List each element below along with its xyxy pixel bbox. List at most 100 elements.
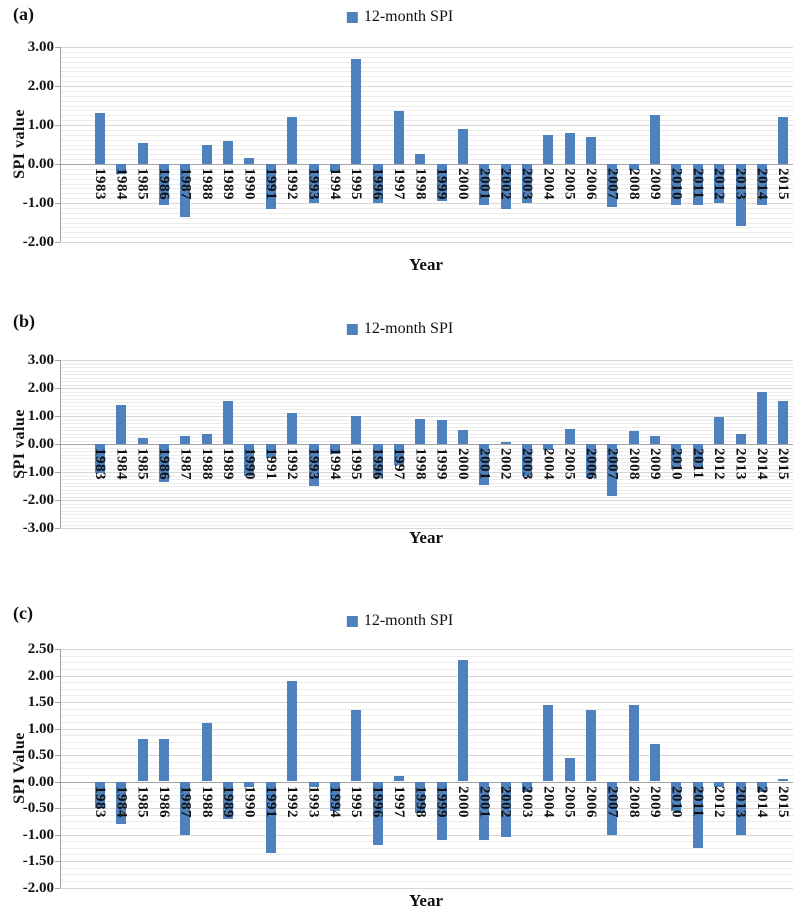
minor-gridline: [60, 715, 793, 717]
bar-2003: [522, 164, 532, 203]
x-tick-label-1998: 1998: [412, 448, 429, 480]
x-tick-label-2007: 2007: [604, 785, 621, 818]
bar-2008: [628, 164, 639, 170]
bar-2006: [586, 136, 597, 164]
minor-gridline: [60, 105, 793, 107]
minor-gridline: [60, 395, 793, 396]
x-tick-label-2012: 2012: [711, 448, 728, 480]
bar-1989: [223, 781, 234, 819]
legend-c: 12-month SPI: [346, 612, 453, 630]
bar-1986: [159, 444, 170, 482]
minor-gridline: [60, 788, 793, 790]
x-tick-label-2002: 2002: [497, 168, 514, 200]
y-axis-title-c: SPI Value: [11, 732, 28, 804]
minor-gridline: [60, 149, 793, 151]
major-gridline: [60, 360, 793, 361]
y-tick-label: 1.00: [27, 117, 54, 133]
x-tick-label-1999: 1999: [433, 785, 450, 818]
x-tick-label-2009: 2009: [647, 448, 664, 480]
minor-gridline: [60, 188, 793, 190]
bar-2013: [735, 434, 746, 444]
major-gridline: [60, 416, 793, 417]
bar-2004: [543, 444, 554, 450]
minor-gridline: [60, 447, 793, 449]
minor-gridline: [60, 412, 793, 414]
x-tick-label-1988: 1988: [198, 448, 215, 480]
major-gridline: [60, 472, 793, 473]
y-tick-label: 1.00: [27, 720, 54, 737]
minor-gridline: [60, 198, 793, 200]
major-gridline: [60, 203, 793, 204]
bar-1997: [393, 111, 404, 164]
x-tick-label-1985: 1985: [134, 448, 151, 480]
minor-gridline: [60, 521, 793, 522]
bar-1992: [287, 117, 298, 164]
minor-gridline: [60, 90, 793, 92]
x-tick-label-1995: 1995: [348, 448, 365, 480]
minor-gridline: [60, 517, 793, 519]
minor-gridline: [60, 430, 793, 431]
x-tick-label-1991: 1991: [262, 168, 279, 200]
x-tick-label-1997: 1997: [390, 785, 407, 818]
minor-gridline: [60, 874, 793, 876]
bar-2000: [457, 430, 468, 444]
bar-2005: [564, 132, 575, 164]
x-axis-title-c: Year: [409, 891, 443, 910]
bar-1986: [159, 739, 170, 782]
bar-1999: [436, 164, 447, 202]
y-axis-tick: [55, 528, 60, 529]
bar-1991: [265, 444, 276, 458]
bar-2011: [692, 781, 703, 848]
x-axis-title-b: Year: [409, 528, 443, 547]
x-tick-label-2013: 2013: [732, 785, 749, 818]
x-tick-label-2001: 2001: [476, 448, 493, 480]
bar-1996: [372, 444, 383, 478]
x-tick-label-2008: 2008: [625, 448, 642, 480]
y-tick-label: 0.50: [27, 747, 54, 763]
minor-gridline: [60, 115, 793, 117]
major-gridline: [60, 781, 793, 783]
minor-gridline: [60, 475, 793, 477]
minor-gridline: [60, 486, 793, 487]
bar-1997: [393, 444, 404, 465]
legend-a: 12-month SPI: [346, 8, 453, 26]
bar-2000: [457, 128, 468, 164]
minor-gridline: [60, 662, 793, 664]
bar-2000: [457, 659, 468, 782]
x-tick-label-1991: 1991: [262, 785, 279, 818]
bar-2010: [671, 444, 682, 470]
panel-label-c: (c): [13, 603, 33, 623]
y-axis-tick: [55, 702, 60, 703]
x-tick-label-2002: 2002: [497, 448, 514, 480]
bar-1985: [137, 438, 148, 444]
y-tick-label: -2.00: [22, 492, 54, 508]
x-tick-label-1999: 1999: [433, 168, 450, 200]
bar-1989: [223, 400, 234, 444]
x-tick-label-2010: 2010: [668, 785, 685, 818]
x-tick-label-1986: 1986: [156, 168, 173, 200]
bar-2014: [756, 781, 767, 793]
x-tick-label-1988: 1988: [198, 168, 215, 200]
bar-2006: [586, 444, 597, 478]
minor-gridline: [60, 748, 793, 750]
bar-1985: [137, 142, 148, 164]
plot-area-a: 3.00 2.00 1.00 0.00 -1.00 -2.00 1983 1984 1985 19…: [23, 39, 793, 250]
x-tick-label-1998: 1998: [412, 168, 429, 200]
minor-gridline: [60, 183, 793, 185]
y-tick-label: -1.00: [22, 826, 54, 843]
minor-gridline: [60, 377, 793, 379]
panel-label-b: (b): [13, 311, 35, 331]
bar-2007: [607, 444, 618, 496]
major-gridline: [60, 861, 793, 862]
minor-gridline: [60, 81, 793, 83]
bar-1990: [244, 444, 255, 477]
major-gridline: [60, 500, 793, 501]
minor-gridline: [60, 51, 793, 53]
minor-gridline: [60, 232, 793, 234]
bar-2012: [714, 781, 725, 787]
x-tick-label-1996: 1996: [369, 448, 386, 480]
minor-gridline: [60, 71, 793, 73]
minor-gridline: [60, 794, 793, 796]
y-axis-line: [60, 360, 61, 528]
bar-2015: [778, 778, 789, 782]
